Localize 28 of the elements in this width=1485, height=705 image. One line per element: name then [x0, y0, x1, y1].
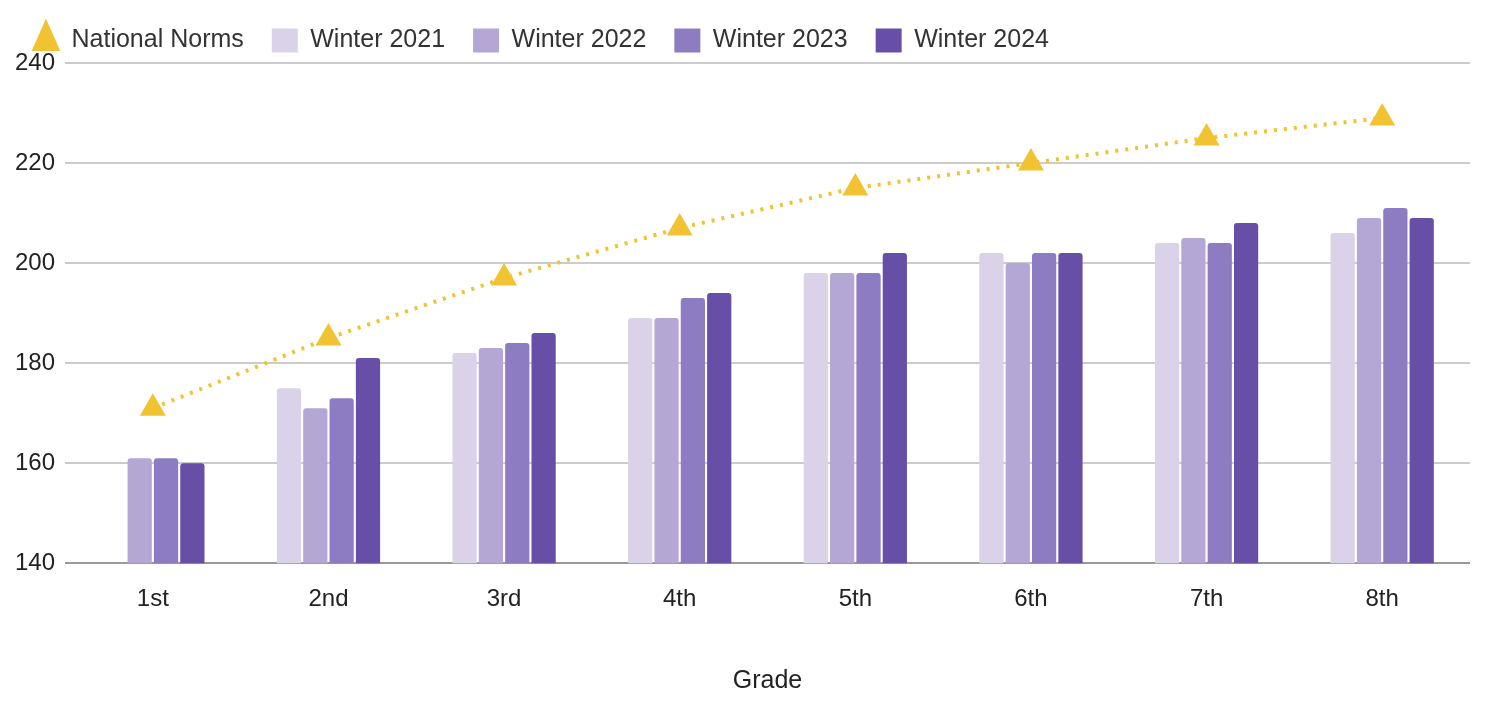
- point: [1195, 125, 1219, 146]
- x-tick-label: 4th: [663, 584, 697, 612]
- point: [1019, 150, 1043, 171]
- y-tick-label: 200: [15, 247, 56, 275]
- point: [843, 175, 867, 196]
- x-tick-label: 2nd: [308, 584, 349, 612]
- x-tick-label: 6th: [1014, 584, 1048, 612]
- x-axis-title: Grade: [732, 664, 803, 693]
- point: [316, 325, 340, 346]
- y-tick-label: 160: [15, 447, 56, 475]
- legend-label: Winter 2022: [511, 24, 647, 53]
- x-tick-label: 8th: [1365, 584, 1399, 612]
- legend-label: Winter 2023: [712, 24, 848, 53]
- x-tick-label: 5th: [838, 584, 873, 612]
- legend-label: Winter 2024: [914, 24, 1050, 53]
- point: [1370, 105, 1394, 126]
- x-tick-label: 1st: [136, 584, 170, 612]
- x-tick-label: 7th: [1189, 584, 1224, 612]
- x-tick-label: 3rd: [486, 584, 522, 612]
- point: [141, 395, 165, 416]
- y-tick-label: 220: [15, 147, 56, 175]
- legend-label: National Norms: [71, 24, 244, 53]
- y-tick-label: 180: [15, 347, 56, 375]
- legend-label: Winter 2021: [310, 24, 446, 53]
- point: [492, 265, 516, 286]
- point: [668, 215, 692, 236]
- y-tick-label: 240: [15, 47, 56, 75]
- y-tick-label: 140: [15, 547, 56, 575]
